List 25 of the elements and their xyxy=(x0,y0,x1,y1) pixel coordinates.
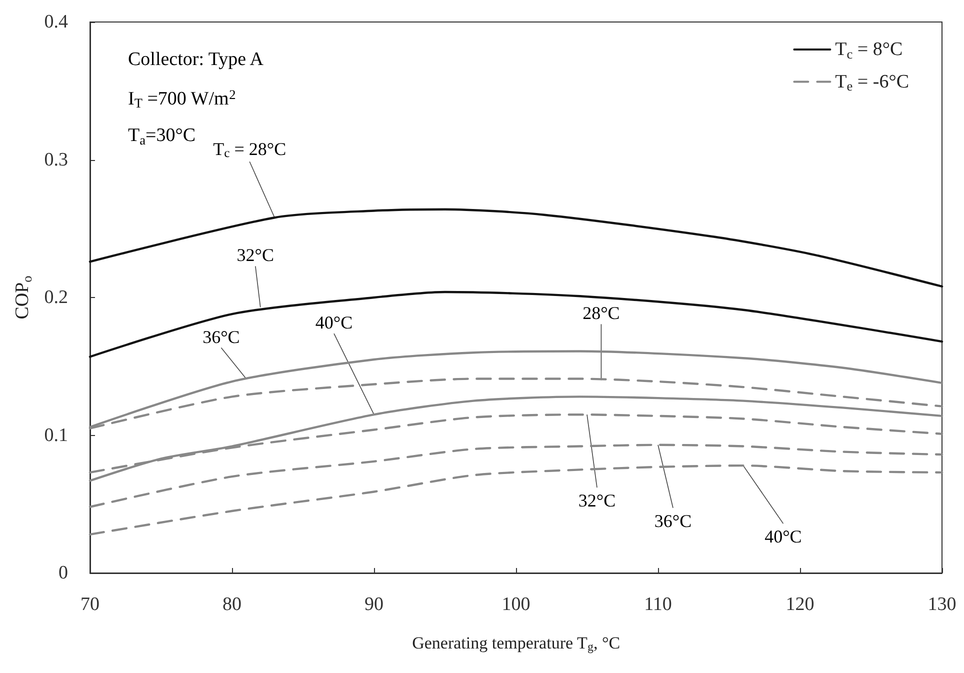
y-tick-label: 0.4 xyxy=(44,12,68,32)
x-tick-label: 90 xyxy=(364,594,384,615)
annotation: 36°C xyxy=(654,510,692,531)
line-series xyxy=(88,290,944,358)
annotation: Collector: Type A xyxy=(128,49,264,70)
line-series xyxy=(88,208,944,288)
annotation: 28°C xyxy=(582,303,620,324)
annotation: 40°C xyxy=(764,526,802,547)
line-series xyxy=(88,396,944,482)
x-tick-label: 130 xyxy=(928,594,956,615)
x-tick-label: 120 xyxy=(786,594,814,615)
annotation: 32°C xyxy=(236,245,274,266)
x-tick-label: 110 xyxy=(644,594,672,615)
annotation: 40°C xyxy=(315,312,353,333)
line-series xyxy=(88,444,944,508)
y-tick-label: 0.3 xyxy=(44,149,68,170)
y-axis-title: COPo xyxy=(12,275,34,320)
annotation: 36°C xyxy=(202,326,240,347)
x-tick-label: 70 xyxy=(80,594,100,615)
annotation: 32°C xyxy=(578,490,616,511)
y-tick-label: 0.1 xyxy=(44,424,68,446)
x-tick-label: 100 xyxy=(502,594,530,615)
y-tick-label: 0.2 xyxy=(44,287,68,308)
y-tick-label: 0 xyxy=(58,562,68,584)
x-tick-label: 80 xyxy=(222,594,242,615)
